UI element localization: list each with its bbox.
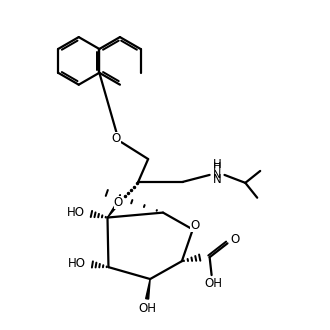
Text: H
N: H N [213, 158, 222, 186]
Text: HO: HO [68, 257, 86, 270]
Text: H: H [214, 162, 222, 172]
Text: O: O [190, 219, 199, 232]
Polygon shape [146, 279, 150, 299]
Text: O: O [112, 132, 121, 145]
Text: OH: OH [138, 302, 156, 315]
Text: O: O [114, 196, 123, 209]
Text: OH: OH [205, 278, 223, 290]
Text: N: N [214, 170, 222, 180]
Polygon shape [108, 202, 119, 217]
Text: HO: HO [67, 206, 85, 219]
Text: O: O [231, 233, 240, 246]
